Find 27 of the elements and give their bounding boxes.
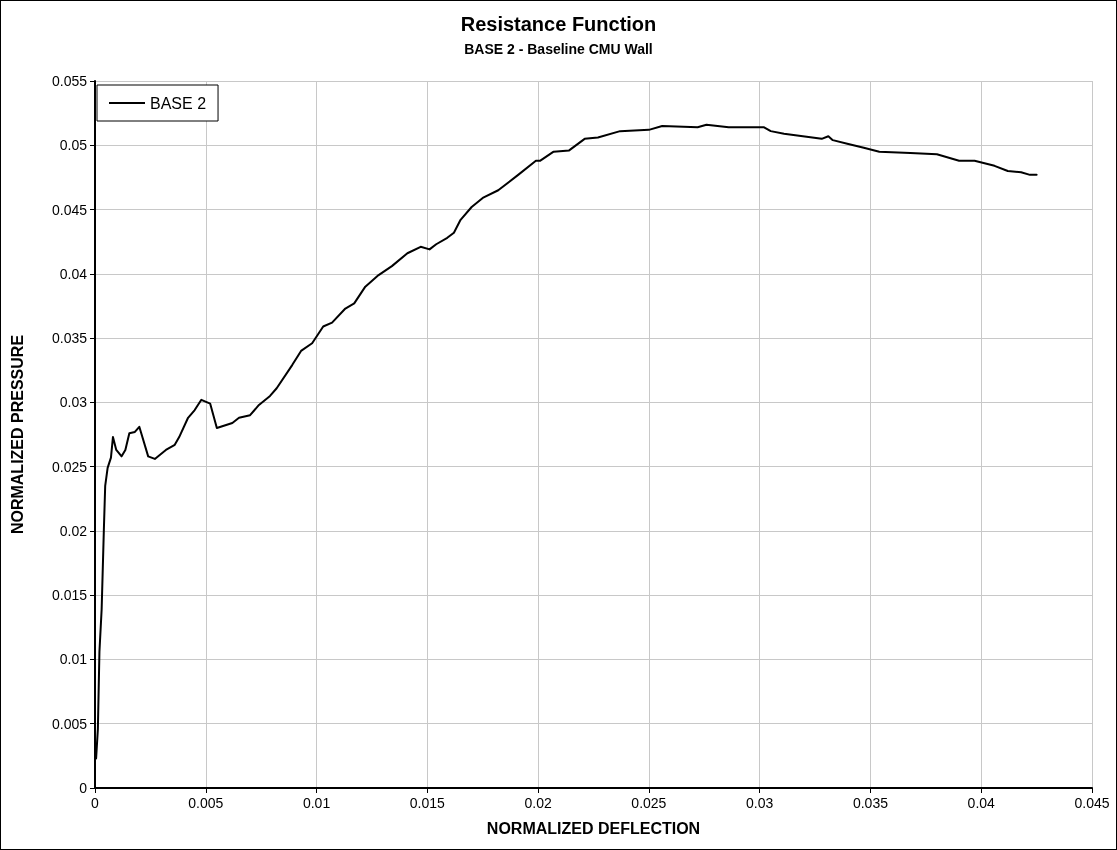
y-tick-label: 0.055 xyxy=(51,73,88,89)
x-tick-label: 0.03 xyxy=(746,795,774,811)
y-axis-title: NORMALIZED PRESSURE xyxy=(8,334,26,535)
legend-label: BASE 2 xyxy=(150,94,207,112)
x-tick-label: 0 xyxy=(91,795,100,811)
chart-subtitle: BASE 2 - Baseline CMU Wall xyxy=(464,41,653,57)
y-tick-label: 0.05 xyxy=(59,137,88,154)
x-tick-label: 0.015 xyxy=(409,795,446,811)
y-tick-label: 0.025 xyxy=(51,458,88,475)
x-tick-label: 0.04 xyxy=(967,795,996,811)
x-tick-label: 0.025 xyxy=(631,795,667,811)
y-tick-label: 0.045 xyxy=(51,201,88,218)
x-tick-label: 0.045 xyxy=(1074,795,1110,811)
x-axis-title: NORMALIZED DEFLECTION xyxy=(486,819,701,837)
y-tick-label: 0.015 xyxy=(51,587,88,604)
y-tick-label: 0 xyxy=(79,780,88,796)
chart-title: Resistance Function xyxy=(460,13,657,35)
y-tick-label: 0.04 xyxy=(59,265,88,282)
y-tick-label: 0.03 xyxy=(59,394,88,411)
y-tick-label: 0.02 xyxy=(59,522,88,539)
x-tick-label: 0.01 xyxy=(302,795,331,811)
y-tick-label: 0.005 xyxy=(51,715,88,732)
y-tick-label: 0.01 xyxy=(59,651,88,668)
y-tick-label: 0.035 xyxy=(51,330,88,347)
x-tick-label: 0.035 xyxy=(852,795,889,811)
x-tick-label: 0.005 xyxy=(188,795,224,811)
x-tick-label: 0.02 xyxy=(524,795,552,811)
